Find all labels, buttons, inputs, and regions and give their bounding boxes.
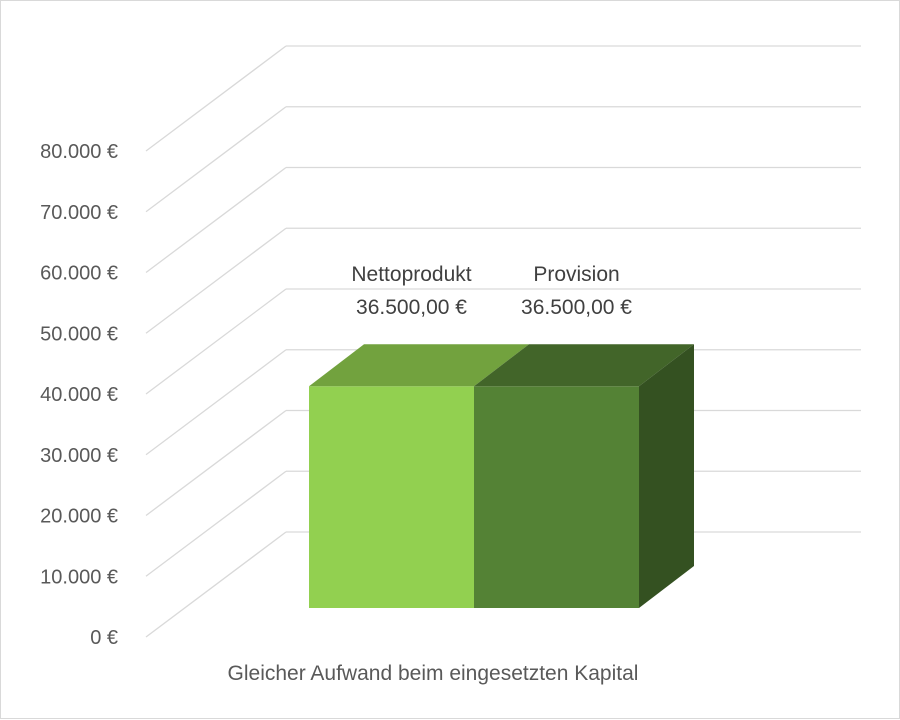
gridline-side — [145, 227, 287, 334]
y-tick-label: 0 € — [90, 627, 118, 649]
data-label-value: 36.500,00 € — [521, 296, 632, 319]
gridline-side — [145, 470, 287, 577]
data-label-value: 36.500,00 € — [356, 296, 467, 319]
y-tick-label: 50.000 € — [40, 323, 118, 345]
y-tick-label: 80.000 € — [40, 141, 118, 163]
data-label-series-name: Provision — [533, 263, 619, 286]
gridline-side — [145, 409, 287, 517]
gridline-side — [145, 288, 287, 395]
y-tick-label: 30.000 € — [40, 445, 118, 467]
bar-top-1 — [309, 344, 529, 387]
bar-front-2 — [474, 386, 639, 608]
y-tick-label: 60.000 € — [40, 263, 118, 285]
gridline-side — [145, 531, 287, 638]
y-tick-label: 70.000 € — [40, 202, 118, 224]
y-tick-label: 40.000 € — [40, 384, 118, 406]
y-axis-ticks: 0 € 10.000 € 20.000 € 30.000 € 40.000 € 50.00… — [40, 141, 118, 649]
bar-front-1 — [309, 386, 474, 608]
y-tick-label: 10.000 € — [40, 566, 118, 588]
bar-side-2 — [639, 344, 694, 608]
y-tick-label: 20.000 € — [40, 506, 118, 528]
gridline-side — [145, 106, 287, 213]
data-labels: Nettoprodukt 36.500,00 € Provision 36.500,0… — [351, 263, 632, 319]
data-label-series-name: Nettoprodukt — [351, 263, 471, 286]
gridline-side — [145, 45, 287, 152]
bars — [309, 344, 694, 608]
gridline-side — [145, 349, 287, 456]
gridline-side — [145, 166, 287, 274]
x-axis-category-label: Gleicher Aufwand beim eingesetzten Kapit… — [228, 662, 639, 685]
bar-top-2 — [474, 344, 694, 387]
